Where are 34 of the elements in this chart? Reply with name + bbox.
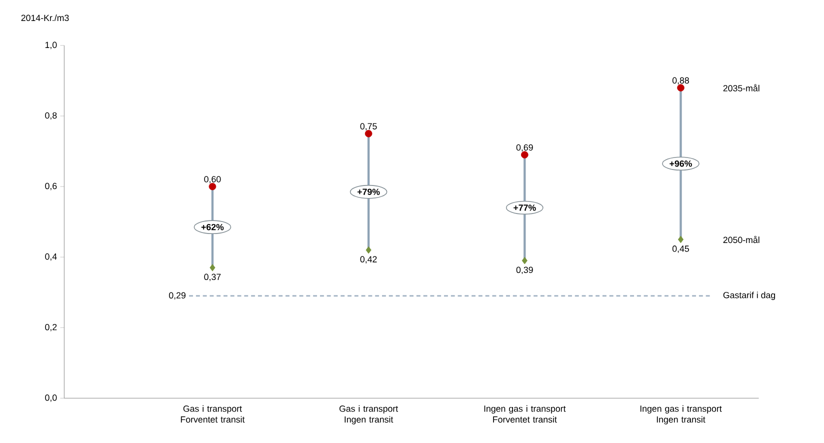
data-label: 0,42 [360, 256, 377, 264]
y-tick-label: 0,0 [45, 394, 57, 402]
annotation: 0,29 [169, 292, 186, 300]
point [210, 264, 216, 272]
point [366, 246, 372, 254]
x-tick-label: Gas i transport Ingen transit [339, 405, 398, 425]
data-label: 0,45 [672, 246, 689, 254]
data-label: 0,39 [516, 266, 533, 274]
point [364, 130, 372, 138]
x-tick-label: Ingen gas i transport Ingen transit [640, 405, 722, 425]
y-tick-label: 0,4 [45, 254, 57, 261]
data-label: 0,37 [204, 274, 221, 282]
y-axis-title: 2014-Kr./m3 [21, 14, 69, 22]
y-tick-label: 0,8 [45, 112, 57, 120]
x-tick-label: Ingen gas i transport Forventet transit [484, 405, 566, 423]
data-label: 0,60 [204, 176, 221, 184]
y-tick-label: 0,6 [45, 183, 57, 190]
point [208, 183, 216, 190]
annotation: +62% [201, 224, 224, 230]
point [521, 151, 528, 159]
data-label: 0,69 [516, 144, 533, 152]
data-label: 0,75 [360, 123, 377, 131]
point [678, 236, 684, 244]
text: 2035-mål [723, 84, 760, 92]
point [522, 257, 528, 264]
annotation: +96% [670, 160, 692, 167]
y-tick-label: 1,0 [45, 42, 57, 50]
data-label: 0,88 [672, 77, 689, 85]
ref-line-label: Gastarif i dag [723, 292, 776, 300]
y-tick-label: 0,2 [45, 324, 57, 332]
x-tick-label: Gas i transport Forventet transit [180, 405, 245, 423]
annotation: +77% [514, 204, 536, 211]
text: 2050-mål [723, 236, 760, 244]
annotation: +79% [357, 188, 380, 196]
